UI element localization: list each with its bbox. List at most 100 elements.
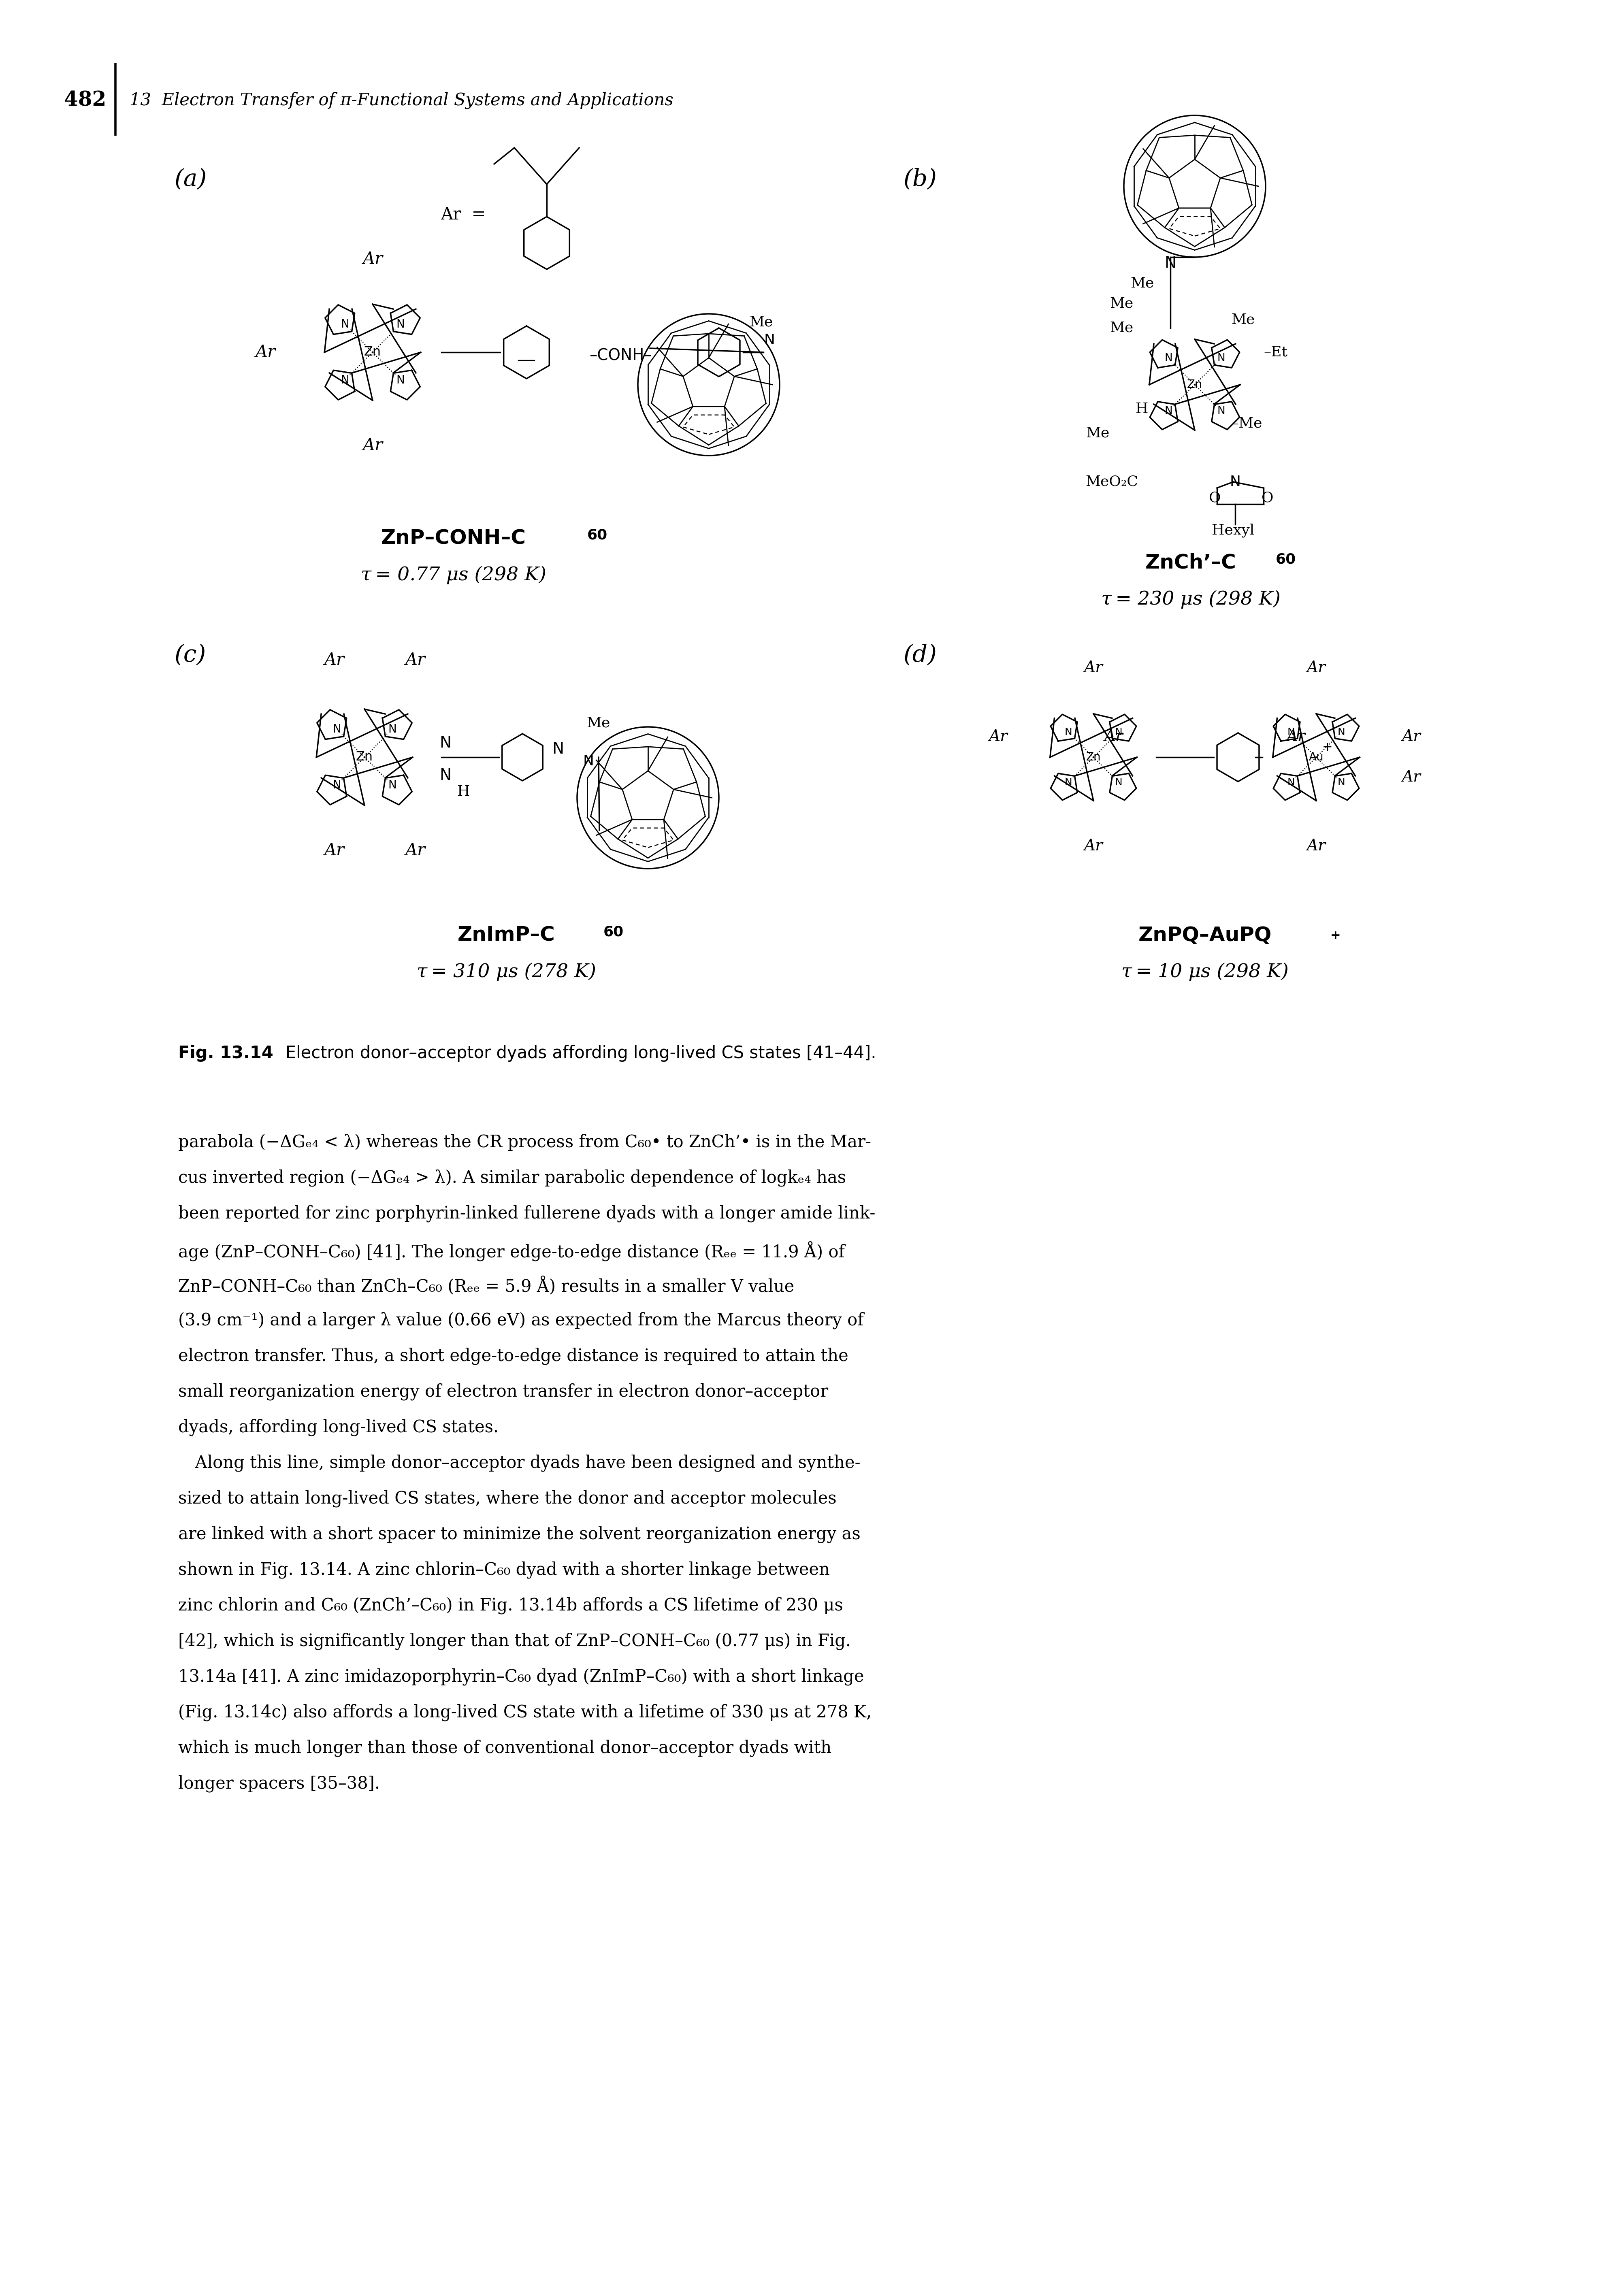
Text: are linked with a short spacer to minimize the solvent reorganization energy as: are linked with a short spacer to minimi…: [179, 1526, 861, 1543]
Text: +: +: [1322, 740, 1333, 754]
Text: [42], which is significantly longer than that of ZnP–CONH–C₆₀ (0.77 μs) in Fig.: [42], which is significantly longer than…: [179, 1632, 851, 1650]
Text: N: N: [1164, 254, 1176, 270]
Text: ZnP–CONH–C₆₀ than ZnCh–C₆₀ (Rₑₑ = 5.9 Å) results in a smaller V value: ZnP–CONH–C₆₀ than ZnCh–C₆₀ (Rₑₑ = 5.9 Å)…: [179, 1277, 794, 1295]
Text: –Et: –Et: [1263, 346, 1288, 360]
Text: N: N: [388, 724, 396, 736]
Text: N: N: [333, 724, 341, 736]
Text: Au: Au: [1309, 752, 1324, 763]
Text: N: N: [1114, 777, 1122, 786]
Text: Ar: Ar: [1402, 770, 1421, 784]
Text: N: N: [396, 374, 404, 385]
Text: H: H: [458, 784, 469, 798]
Text: Ar: Ar: [1307, 839, 1325, 855]
Text: been reported for zinc porphyrin-linked fullerene dyads with a longer amide link: been reported for zinc porphyrin-linked …: [179, 1206, 875, 1222]
Text: Ar: Ar: [1402, 729, 1421, 745]
Text: Ar: Ar: [255, 344, 276, 360]
Text: Zn: Zn: [1187, 378, 1202, 390]
Text: Ar: Ar: [362, 438, 383, 454]
Text: Zn: Zn: [1086, 752, 1101, 763]
Text: N: N: [583, 754, 594, 768]
Text: N: N: [1216, 406, 1224, 417]
Text: –Me: –Me: [1231, 417, 1262, 431]
Text: 60: 60: [604, 926, 624, 940]
Text: Ar  =: Ar =: [440, 206, 486, 222]
Text: –CONH–: –CONH–: [590, 348, 651, 362]
Text: Hexyl: Hexyl: [1212, 523, 1254, 536]
Text: zinc chlorin and C₆₀ (ZnCh’–C₆₀) in Fig. 13.14b affords a CS lifetime of 230 μs: zinc chlorin and C₆₀ (ZnCh’–C₆₀) in Fig.…: [179, 1598, 843, 1614]
Text: N: N: [440, 768, 451, 784]
Text: N: N: [341, 319, 349, 330]
Text: 60: 60: [588, 527, 607, 541]
Text: τ = 310 μs (278 K): τ = 310 μs (278 K): [416, 963, 596, 981]
Text: age (ZnP–CONH–C₆₀) [41]. The longer edge-to-edge distance (Rₑₑ = 11.9 Å) of: age (ZnP–CONH–C₆₀) [41]. The longer edge…: [179, 1240, 844, 1261]
Text: N: N: [1164, 353, 1173, 364]
Text: 60: 60: [1276, 552, 1296, 566]
Text: (b): (b): [903, 167, 937, 190]
Text: (Fig. 13.14c) also affords a long-lived CS state with a lifetime of 330 μs at 27: (Fig. 13.14c) also affords a long-lived …: [179, 1703, 872, 1721]
Text: N: N: [1114, 727, 1122, 738]
Text: (c): (c): [174, 644, 206, 667]
Text: ZnImP–C: ZnImP–C: [458, 926, 555, 944]
Text: O: O: [1208, 490, 1221, 504]
Text: parabola (−ΔGₑ₄ < λ) whereas the CR process from C₆₀• to ZnCh’• is in the Mar-: parabola (−ΔGₑ₄ < λ) whereas the CR proc…: [179, 1135, 870, 1151]
Text: Me: Me: [1086, 426, 1109, 440]
Text: N: N: [763, 332, 775, 346]
Text: Ar: Ar: [325, 651, 344, 669]
Text: sized to attain long-lived CS states, where the donor and acceptor molecules: sized to attain long-lived CS states, wh…: [179, 1490, 836, 1508]
Text: Ar: Ar: [1083, 660, 1103, 676]
Text: N: N: [1288, 777, 1294, 786]
Text: Ar: Ar: [404, 651, 425, 669]
Text: ZnCh’–C: ZnCh’–C: [1145, 552, 1236, 573]
Text: 13.14a [41]. A zinc imidazoporphyrin–C₆₀ dyad (ZnImP–C₆₀) with a short linkage: 13.14a [41]. A zinc imidazoporphyrin–C₆₀…: [179, 1669, 864, 1685]
Text: N: N: [1065, 727, 1072, 738]
Text: N: N: [1288, 727, 1294, 738]
Text: Ar: Ar: [1307, 660, 1325, 676]
Text: cus inverted region (−ΔGₑ₄ > λ). A similar parabolic dependence of logkₑ₄ has: cus inverted region (−ΔGₑ₄ > λ). A simil…: [179, 1169, 846, 1187]
Text: +: +: [1330, 931, 1341, 942]
Text: Me: Me: [1109, 298, 1134, 312]
Text: Fig. 13.14: Fig. 13.14: [179, 1045, 273, 1061]
Text: 482: 482: [63, 89, 106, 110]
Text: N: N: [1164, 406, 1173, 417]
Text: Me: Me: [749, 314, 773, 328]
Text: τ = 10 μs (298 K): τ = 10 μs (298 K): [1121, 963, 1288, 981]
Text: Me: Me: [1130, 277, 1155, 291]
Text: N: N: [333, 779, 341, 791]
Text: Me: Me: [1231, 314, 1255, 328]
Text: Zn: Zn: [356, 752, 374, 763]
Text: N: N: [1216, 353, 1224, 364]
Text: which is much longer than those of conventional donor–acceptor dyads with: which is much longer than those of conve…: [179, 1740, 831, 1758]
Text: ZnPQ–AuPQ: ZnPQ–AuPQ: [1138, 926, 1272, 944]
Text: N: N: [396, 319, 404, 330]
Text: small reorganization energy of electron transfer in electron donor–acceptor: small reorganization energy of electron …: [179, 1384, 828, 1400]
Text: MeO₂C: MeO₂C: [1085, 474, 1138, 488]
Text: Ar: Ar: [989, 729, 1009, 745]
Text: longer spacers [35–38].: longer spacers [35–38].: [179, 1776, 380, 1792]
Text: Ar: Ar: [1286, 729, 1306, 745]
Text: Ar: Ar: [1083, 839, 1103, 855]
Text: N: N: [1338, 777, 1345, 786]
Text: Zn: Zn: [364, 346, 382, 358]
Text: dyads, affording long-lived CS states.: dyads, affording long-lived CS states.: [179, 1419, 499, 1437]
Text: ZnP–CONH–C: ZnP–CONH–C: [382, 529, 526, 548]
Text: N: N: [1229, 474, 1241, 488]
Text: electron transfer. Thus, a short edge-to-edge distance is required to attain the: electron transfer. Thus, a short edge-to…: [179, 1348, 848, 1364]
Text: Ar: Ar: [1104, 729, 1124, 745]
Text: N: N: [552, 740, 564, 756]
Text: Ar: Ar: [404, 841, 425, 860]
Text: N: N: [1065, 777, 1072, 786]
Text: (a): (a): [174, 167, 206, 190]
Text: Me: Me: [586, 715, 611, 729]
Text: 13  Electron Transfer of π-Functional Systems and Applications: 13 Electron Transfer of π-Functional Sys…: [130, 92, 674, 110]
Text: τ = 230 μs (298 K): τ = 230 μs (298 K): [1101, 589, 1280, 610]
Text: (d): (d): [903, 644, 937, 667]
Text: shown in Fig. 13.14. A zinc chlorin–C₆₀ dyad with a shorter linkage between: shown in Fig. 13.14. A zinc chlorin–C₆₀ …: [179, 1561, 830, 1579]
Text: (3.9 cm⁻¹) and a larger λ value (0.66 eV) as expected from the Marcus theory of: (3.9 cm⁻¹) and a larger λ value (0.66 eV…: [179, 1311, 864, 1329]
Text: N: N: [341, 374, 349, 385]
Text: N: N: [1338, 727, 1345, 738]
Text: H: H: [1135, 401, 1148, 415]
Text: τ = 0.77 μs (298 K): τ = 0.77 μs (298 K): [361, 566, 546, 584]
Text: Me: Me: [1109, 321, 1134, 335]
Text: N: N: [440, 736, 451, 752]
Text: Ar: Ar: [362, 250, 383, 268]
